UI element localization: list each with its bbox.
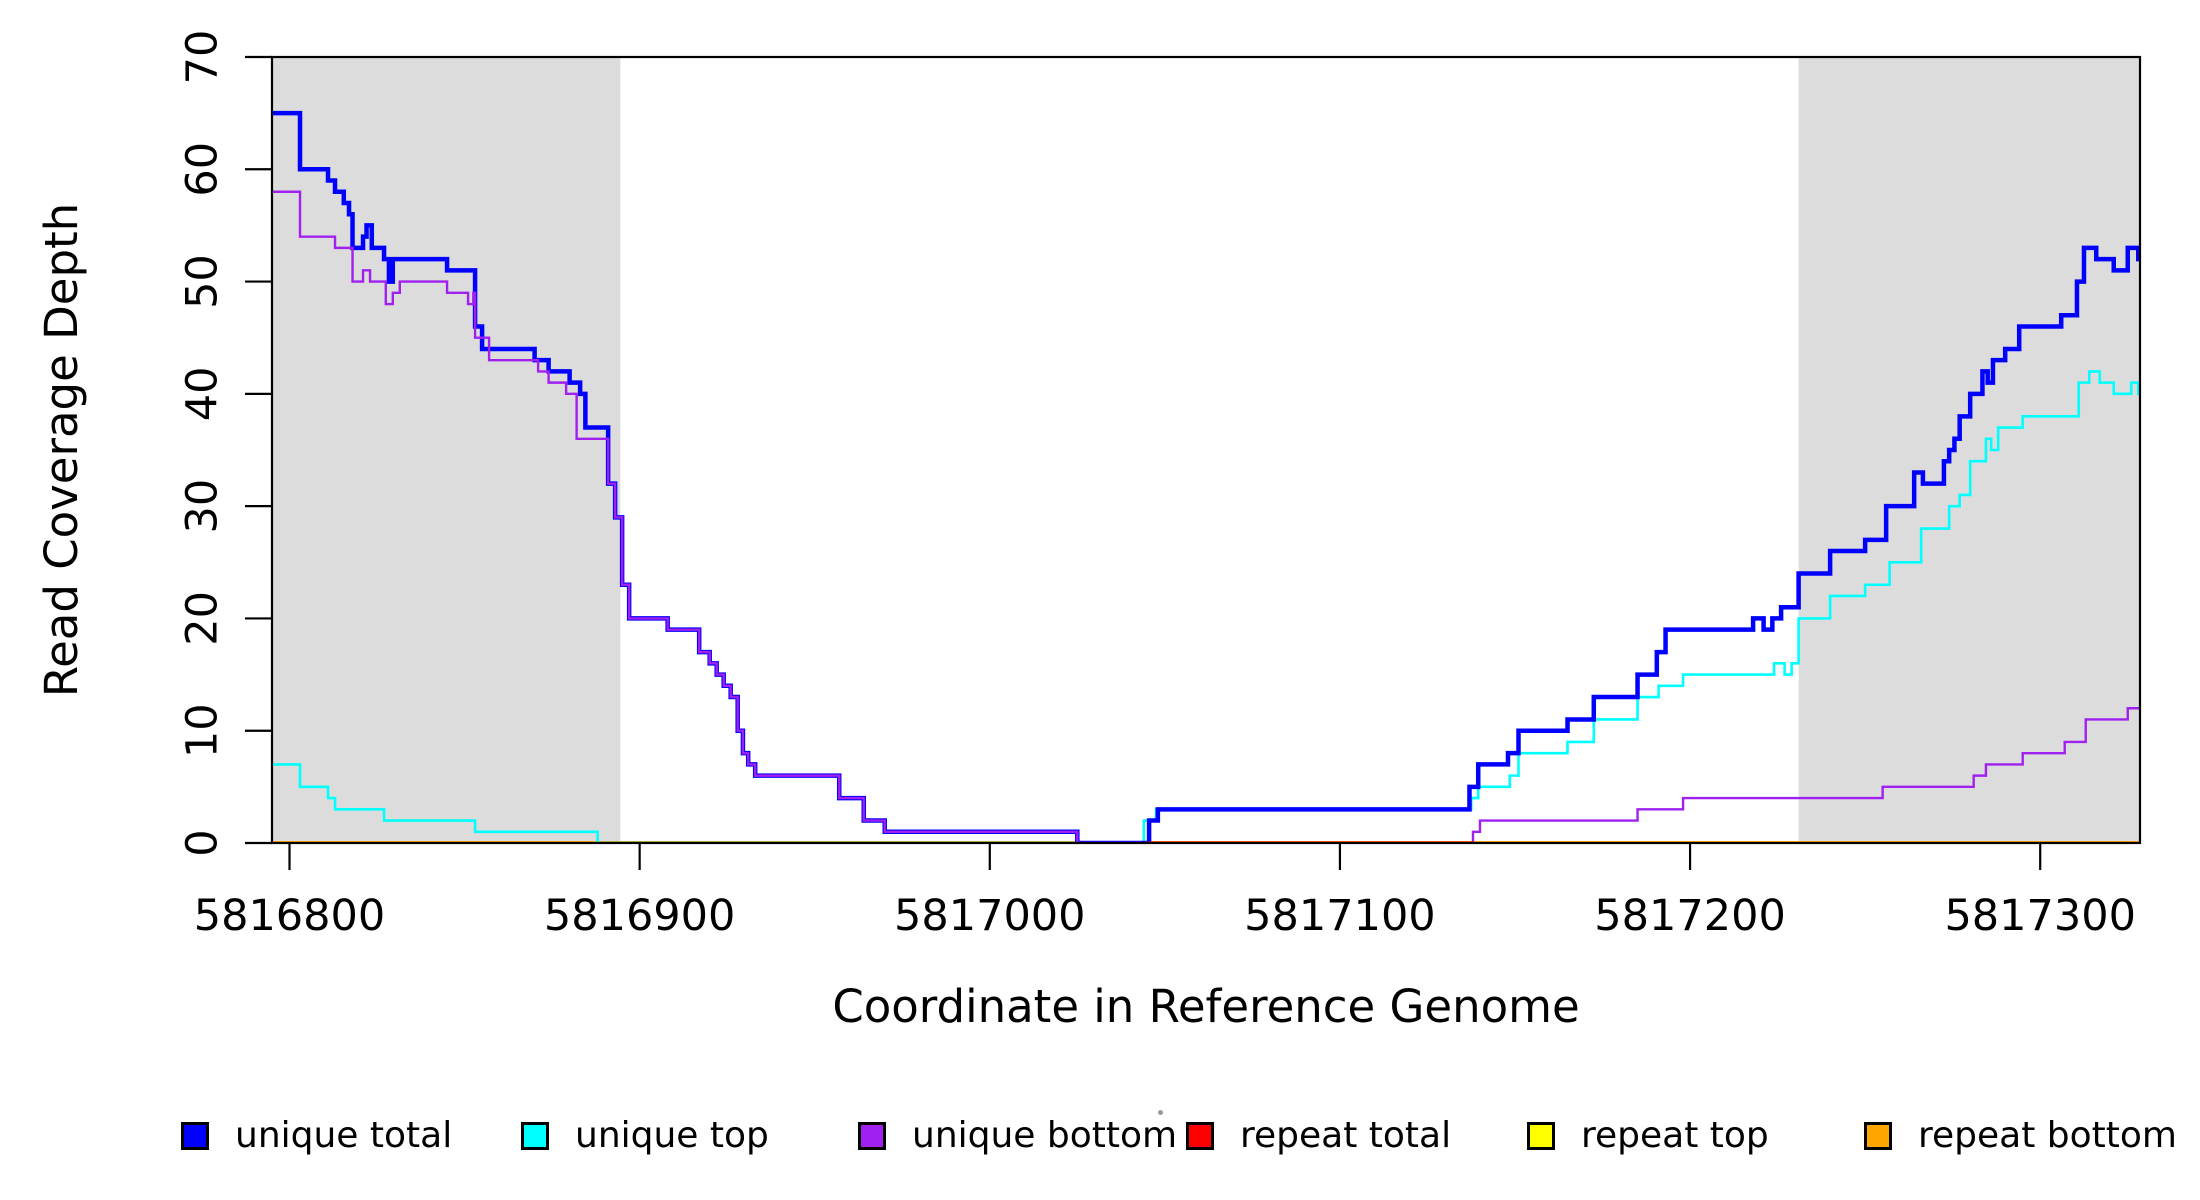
legend-item-unique-top: unique top bbox=[521, 1117, 769, 1155]
x-axis-tick-label: 5817000 bbox=[894, 891, 1086, 941]
y-axis-tick-label: 10 bbox=[178, 703, 228, 758]
legend-label: repeat top bbox=[1581, 1115, 1769, 1156]
legend-item-unique-total: unique total bbox=[181, 1117, 452, 1155]
legend-label: unique top bbox=[575, 1115, 769, 1156]
legend-item-repeat-top: repeat top bbox=[1527, 1117, 1769, 1155]
x-axis-title: Coordinate in Reference Genome bbox=[832, 980, 1579, 1033]
legend-label: repeat bottom bbox=[1918, 1115, 2177, 1156]
shaded-region-left-repeat-flank bbox=[272, 57, 621, 843]
repeat-bottom-swatch bbox=[1864, 1122, 1892, 1150]
series-unique-total bbox=[272, 110, 2140, 843]
legend-item-repeat-total: repeat total bbox=[1186, 1117, 1451, 1155]
x-axis-tick-label: 5817300 bbox=[1944, 891, 2136, 941]
unique-top-swatch bbox=[521, 1122, 549, 1150]
x-axis-tick-label: 5816800 bbox=[194, 891, 386, 941]
unique-bottom-swatch bbox=[858, 1122, 886, 1150]
y-axis-tick-label: 30 bbox=[178, 479, 228, 534]
y-axis-tick-label: 60 bbox=[178, 142, 228, 197]
repeat-top-swatch bbox=[1527, 1122, 1555, 1150]
series-unique-bottom bbox=[272, 190, 2140, 843]
legend-item-unique-bottom: unique bottom bbox=[858, 1117, 1177, 1155]
x-axis-tick-label: 5817100 bbox=[1244, 891, 1436, 941]
y-axis-title: Read Coverage Depth bbox=[35, 203, 88, 697]
x-axis-tick-label: 5816900 bbox=[544, 891, 736, 941]
series-unique-top bbox=[272, 370, 2140, 843]
repeat-total-swatch bbox=[1186, 1122, 1214, 1150]
y-axis-tick-label: 50 bbox=[178, 254, 228, 309]
shaded-region-right-repeat-flank bbox=[1798, 57, 2140, 843]
x-axis-tick-label: 5817200 bbox=[1594, 891, 1786, 941]
y-axis-tick-label: 20 bbox=[178, 591, 228, 646]
y-axis-tick-label: 0 bbox=[178, 829, 228, 856]
unique-total-swatch bbox=[181, 1122, 209, 1150]
y-axis-tick-label: 70 bbox=[178, 30, 228, 85]
legend-label: repeat total bbox=[1240, 1115, 1452, 1156]
legend-label: unique total bbox=[235, 1115, 453, 1156]
plot-border bbox=[270, 55, 2142, 845]
legend-label: unique bottom bbox=[912, 1115, 1178, 1156]
y-axis-tick-label: 40 bbox=[178, 366, 228, 421]
legend-item-repeat-bottom: repeat bottom bbox=[1864, 1117, 2177, 1155]
stray-mark bbox=[1158, 1110, 1163, 1115]
